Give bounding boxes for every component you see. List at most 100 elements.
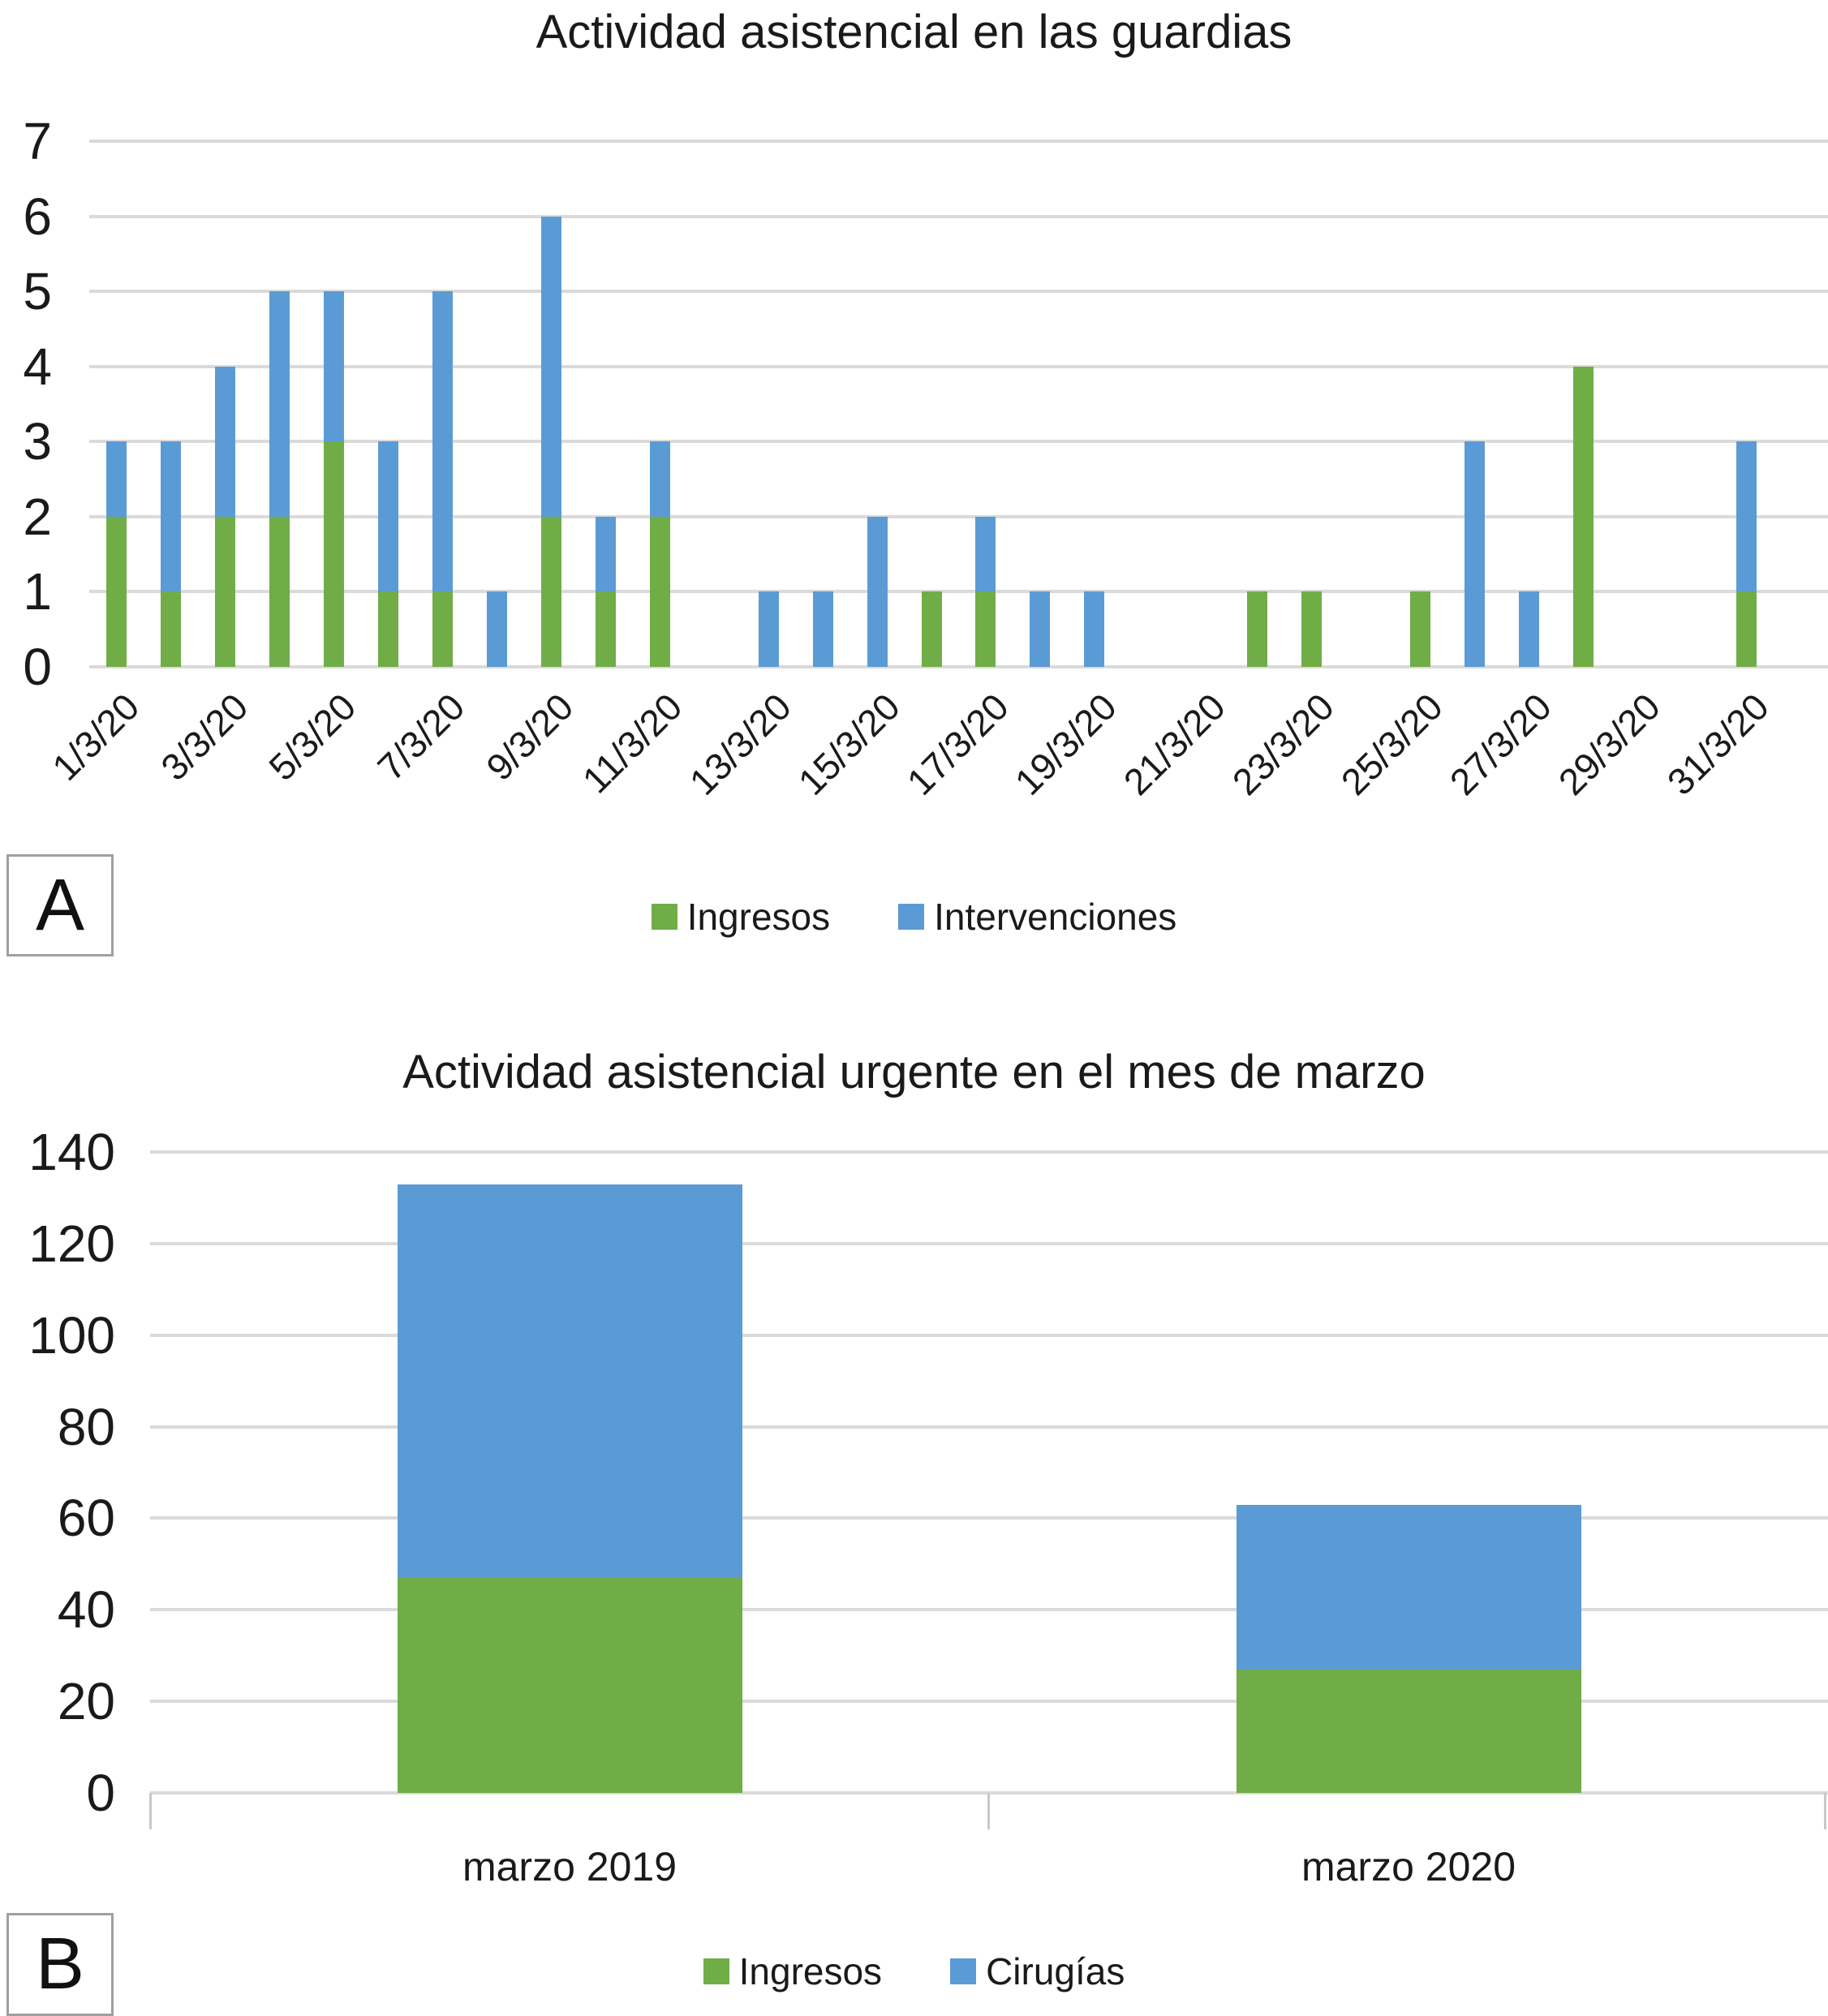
x-tick-label: 13/3/20 (681, 685, 799, 804)
x-tick-label: 27/3/20 (1441, 685, 1560, 804)
ingresos-segment (649, 516, 670, 667)
bar-day-7: 7/3/20 (370, 141, 473, 789)
stacked-bar (649, 441, 670, 667)
panel-b-box: B (6, 1913, 114, 2016)
panel-b-label: B (35, 1924, 85, 2005)
stacked-bar (432, 291, 453, 667)
bar-day-16 (905, 141, 959, 667)
stacked-bar (812, 591, 833, 667)
y-tick-label: 120 (28, 1214, 115, 1273)
stacked-bar (867, 516, 888, 667)
bar-day-25: 25/3/20 (1333, 141, 1451, 803)
x-axis-tick (149, 1793, 152, 1829)
gridline (150, 1425, 1828, 1429)
x-tick-label: 3/3/20 (152, 685, 256, 789)
ingresos-segment (432, 591, 453, 667)
y-tick-label: 20 (57, 1672, 115, 1731)
panel-a-label: A (35, 864, 85, 946)
y-tick-label: 5 (23, 262, 52, 321)
cirugias-segment (1236, 1504, 1581, 1670)
stacked-bar (1519, 591, 1540, 667)
stacked-bar (1236, 1504, 1581, 1793)
bar-marzo-2020: marzo 2020 (989, 1152, 1828, 1889)
stacked-bar (323, 291, 344, 667)
bar-day-28 (1556, 141, 1611, 667)
ingresos-legend-label-b: Ingresos (738, 1950, 883, 1992)
x-tick-label: 1/3/20 (43, 685, 147, 789)
legend-item-intervenciones: Intervenciones (898, 895, 1176, 939)
stacked-bar (105, 441, 127, 667)
y-tick-label: 3 (23, 412, 52, 471)
ingresos-segment (377, 591, 398, 667)
bar-day-8 (470, 141, 524, 667)
x-tick-label: 25/3/20 (1332, 685, 1452, 804)
gridline (150, 1516, 1828, 1520)
stacked-bar (758, 591, 779, 667)
gridline (89, 290, 1828, 294)
gridline (89, 364, 1828, 368)
panel-a-box: A (6, 854, 114, 956)
bar-day-23: 23/3/20 (1224, 141, 1342, 803)
gridline (150, 1700, 1828, 1704)
intervenciones-segment (867, 516, 888, 667)
stacked-bar (921, 591, 942, 667)
chart-b-bars: marzo 2019 marzo 2020 (150, 1152, 1828, 1889)
stacked-bar (1410, 591, 1431, 667)
x-tick-label: 15/3/20 (789, 685, 908, 804)
bar-day-4 (252, 141, 307, 667)
legend-item-cirugias: Cirugías (950, 1949, 1125, 1993)
intervenciones-segment (377, 441, 398, 592)
y-tick-label: 6 (23, 187, 52, 246)
intervenciones-segment (432, 291, 453, 592)
chart-b-title: Actividad asistencial urgente en el mes … (402, 1046, 1426, 1098)
ingresos-segment (214, 516, 235, 667)
chart-a-plot: 1/3/20 3/3/20 5/3/20 7/3/20 9/3/20 11/3/20 13/… (0, 115, 1828, 803)
y-tick-label: 7 (23, 112, 52, 170)
bar-day-5: 5/3/20 (261, 141, 364, 789)
bar-day-9: 9/3/20 (478, 141, 582, 789)
intervenciones-segment (1465, 441, 1486, 667)
x-axis-tick (987, 1793, 990, 1829)
bar-day-29: 29/3/20 (1551, 141, 1668, 803)
x-tick-label: 7/3/20 (369, 685, 473, 789)
stacked-bar (595, 516, 616, 667)
gridline (89, 665, 1828, 668)
gridline (150, 1608, 1828, 1612)
bar-day-2 (144, 141, 198, 667)
stacked-bar (1301, 591, 1323, 667)
y-tick-label: 40 (57, 1580, 115, 1640)
y-tick-label: 0 (23, 638, 52, 696)
x-tick-label: 23/3/20 (1224, 685, 1343, 804)
stacked-bar (269, 291, 290, 667)
intervenciones-segment (160, 441, 181, 592)
chart-b-plot: marzo 2019 marzo 2020 0 20 40 60 80 100 120 140 (0, 1126, 1828, 1889)
x-axis-tick (1824, 1793, 1826, 1829)
x-tick-label: 31/3/20 (1658, 685, 1778, 804)
intervenciones-segment (649, 441, 670, 517)
ingresos-segment (105, 516, 127, 667)
stacked-bar (1573, 366, 1594, 667)
bar-day-22 (1230, 141, 1284, 667)
bar-day-31: 31/3/20 (1659, 141, 1777, 803)
intervenciones-segment (486, 591, 507, 667)
stacked-bar (1736, 441, 1757, 667)
intervenciones-segment (1030, 591, 1051, 667)
intervenciones-segment (975, 516, 996, 592)
legend-item-ingresos-a: Ingresos (651, 895, 830, 939)
intervenciones-segment (1736, 441, 1757, 592)
gridline (150, 1150, 1828, 1154)
bar-day-10 (579, 141, 633, 667)
ingresos-segment (975, 591, 996, 667)
gridline (89, 440, 1828, 444)
bar-day-20 (1121, 141, 1176, 667)
intervenciones-segment (540, 216, 561, 517)
intervenciones-segment (595, 516, 616, 592)
stacked-bar (397, 1184, 742, 1793)
cirugias-segment (397, 1184, 742, 1578)
bar-day-15: 15/3/20 (789, 141, 908, 803)
y-tick-label: 0 (86, 1764, 115, 1822)
ingresos-segment (397, 1577, 742, 1793)
intervenciones-swatch (898, 904, 925, 930)
ingresos-segment (160, 591, 181, 667)
